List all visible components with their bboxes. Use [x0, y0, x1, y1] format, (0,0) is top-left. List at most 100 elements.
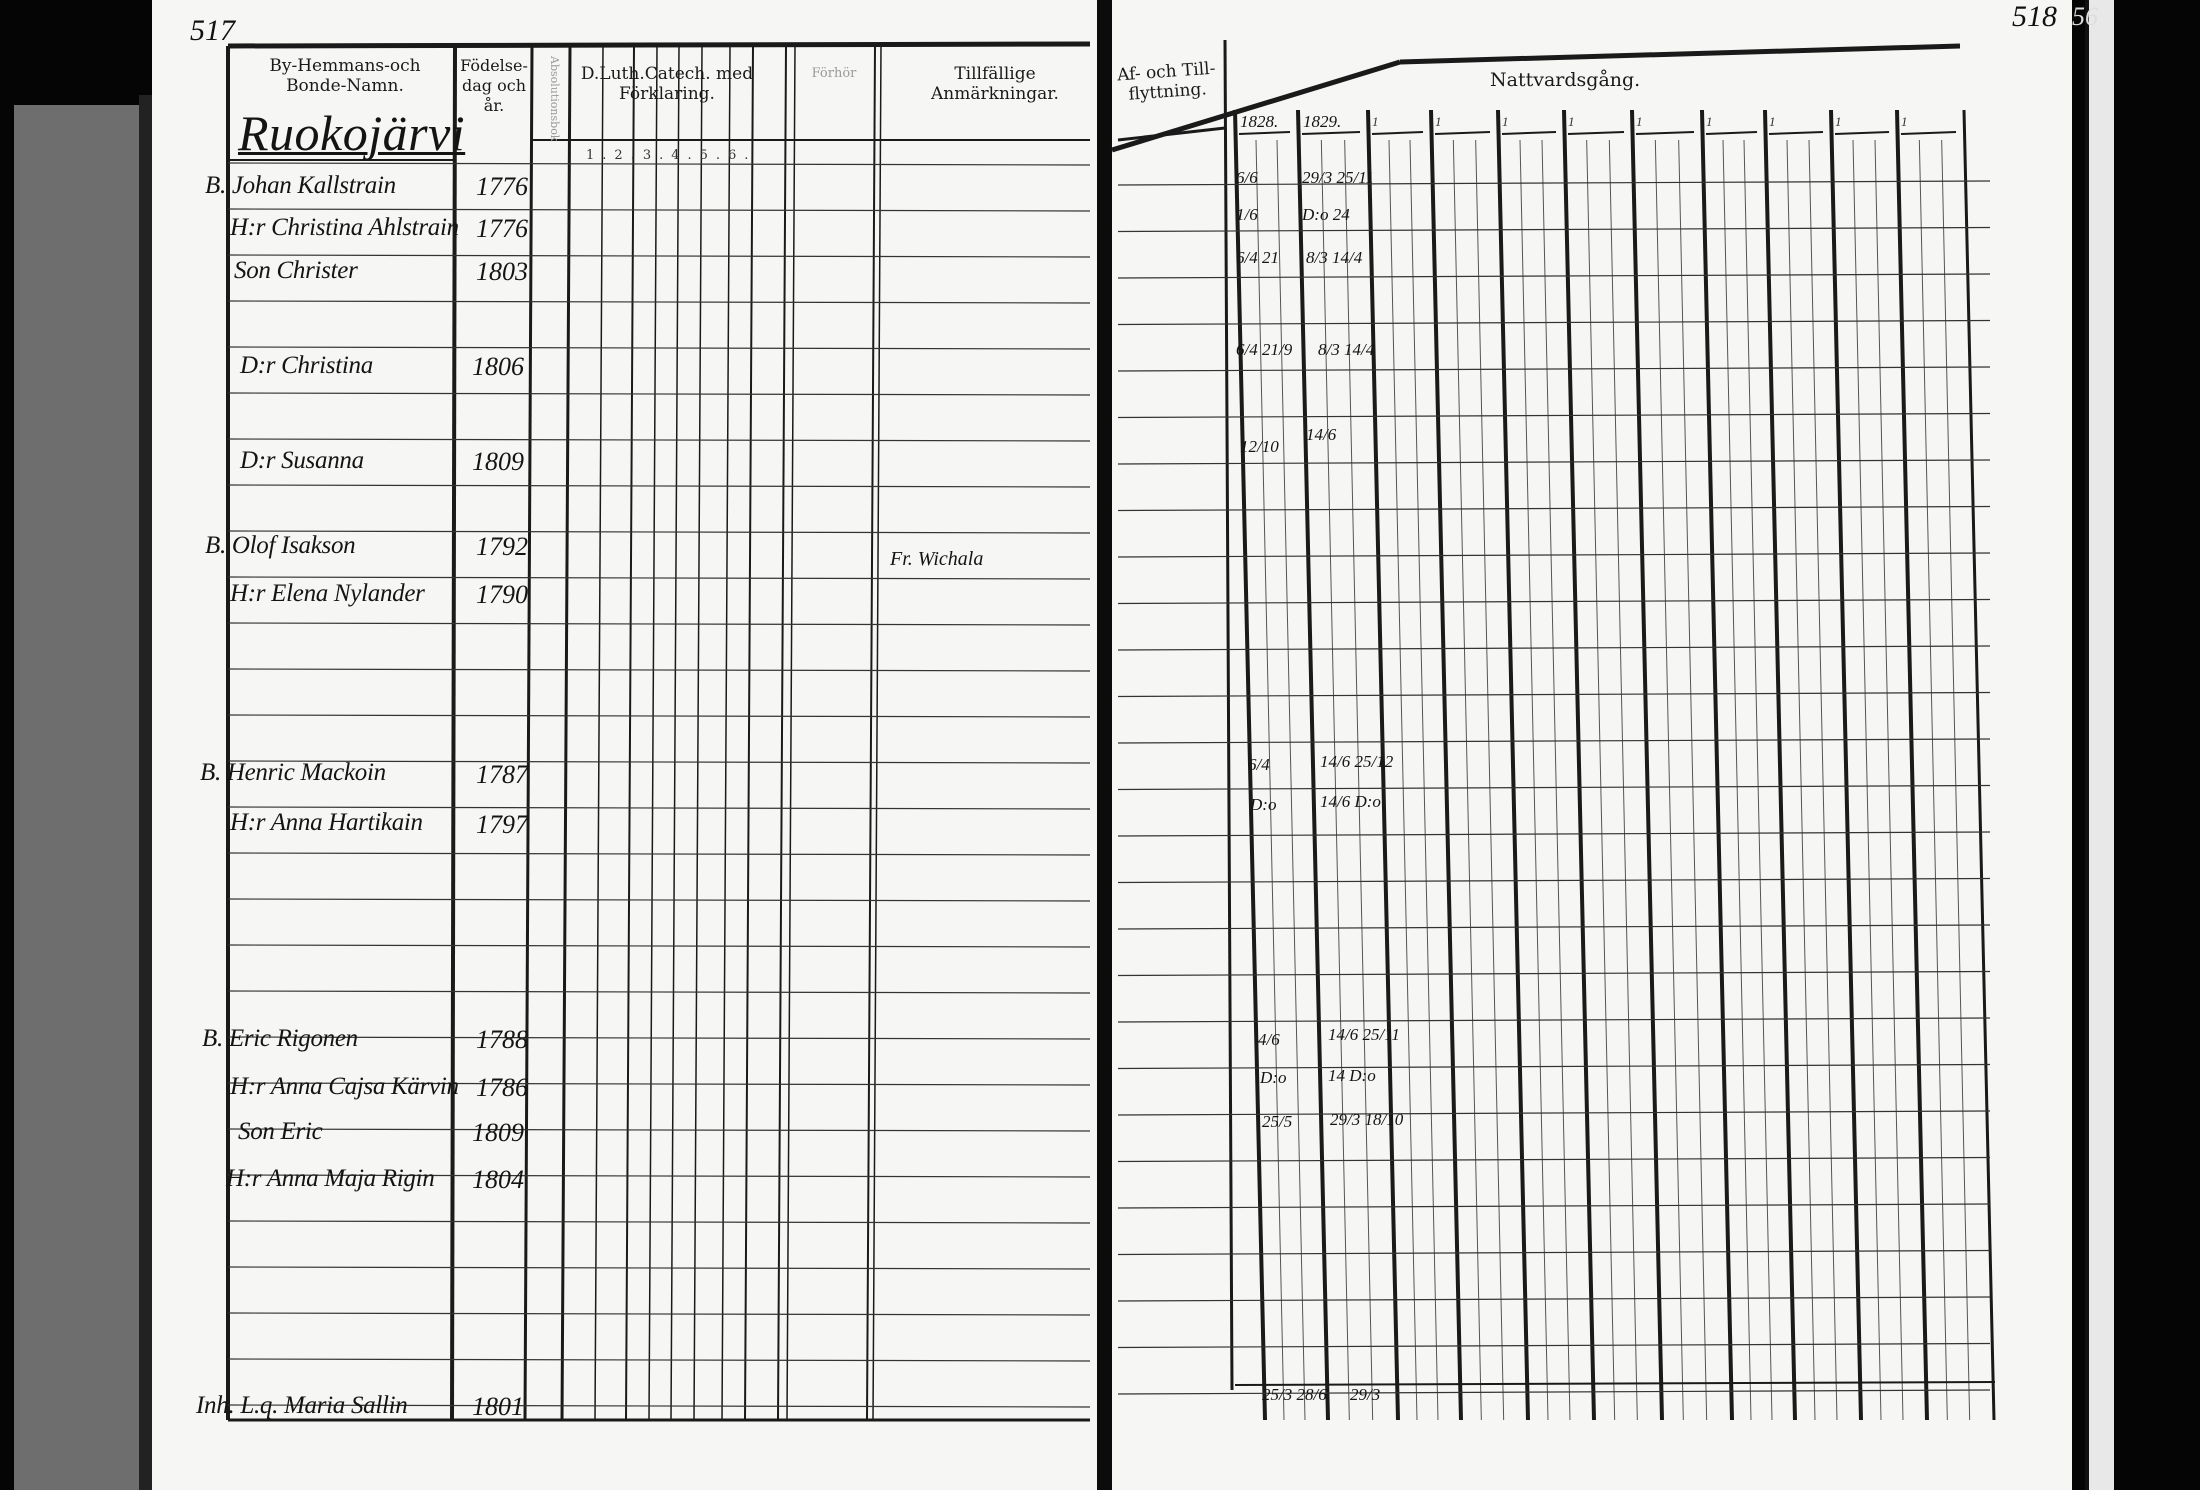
year-column-rule	[1233, 109, 1267, 1421]
row-rule	[227, 300, 1091, 304]
entry-birth: 1797	[476, 810, 528, 839]
communion-1829: 14/6 25/11	[1328, 1025, 1400, 1044]
column-rule	[693, 45, 703, 1421]
sub-column-rule	[1475, 139, 1505, 1421]
header-communion: Nattvardsgång.	[1490, 69, 1641, 91]
communion-1828: 6/6	[1236, 168, 1258, 187]
sub-column-rule	[1808, 139, 1838, 1421]
entry-name: D:r Susanna	[240, 447, 364, 474]
sub-column-rule	[1519, 139, 1549, 1421]
communion-1828: 4/6	[1258, 1030, 1280, 1049]
row-rule	[227, 1404, 1091, 1408]
grade: 5.	[699, 148, 729, 163]
row-rule	[227, 1174, 1091, 1178]
header-moves: Af- och Till-flyttning.	[1116, 58, 1217, 105]
year-column-rule	[1296, 109, 1330, 1421]
year-column-rule	[1962, 109, 1996, 1421]
row-rule	[227, 760, 1091, 764]
communion-1829: 8/3 14/4	[1318, 340, 1375, 359]
grade: 2.	[614, 148, 643, 163]
row-rule	[227, 1266, 1091, 1270]
entry-name: Olof Isakson	[231, 532, 356, 559]
entry-birth: 1786	[476, 1073, 528, 1102]
sub-column-rule	[1786, 139, 1816, 1421]
row-rule	[227, 530, 1091, 534]
entry-name: Son Christer	[234, 257, 358, 284]
table-bottom-rule	[1234, 1381, 1996, 1386]
row-rule	[1117, 505, 1991, 512]
row-rule	[227, 208, 1091, 212]
grade: 1.	[586, 148, 615, 163]
row-rule	[227, 852, 1091, 856]
row-rule	[1117, 273, 1991, 279]
communion-1829: 14/6 25/12	[1320, 752, 1394, 771]
year-header-rule	[1371, 131, 1424, 135]
grade: 6.	[728, 148, 757, 163]
entry-name: H:r Anna Cajsa Kärvin	[230, 1073, 459, 1100]
row-rule	[227, 254, 1091, 258]
row-rule	[1117, 459, 1991, 465]
year-header-rule	[1635, 131, 1695, 135]
sub-column-rule	[1344, 139, 1374, 1421]
row-rule	[1117, 180, 1991, 186]
communion-1829: D:o 24	[1302, 205, 1350, 224]
year-header: 1	[1901, 114, 1908, 129]
book-binding	[14, 105, 139, 1490]
row-rule	[1117, 598, 1991, 605]
row-rule	[1117, 645, 1991, 651]
entry-name: Eric Rigonen	[228, 1025, 358, 1052]
column-rule	[786, 45, 796, 1421]
year-header: 1	[1706, 114, 1713, 129]
entry-name: H:r Anna Hartikain	[230, 809, 423, 836]
entry-name: L.q. Maria Sallin	[240, 1392, 408, 1419]
column-rule	[648, 45, 658, 1421]
column-rule	[670, 45, 680, 1421]
page-number-left: 517	[190, 14, 235, 47]
entry-birth: 1806	[472, 352, 524, 381]
entry-row: B. Eric Rigonen	[202, 1025, 358, 1053]
year-header-rule	[1705, 131, 1758, 135]
sub-column-rule	[1541, 139, 1571, 1421]
grade: 4.	[671, 148, 700, 163]
year-header: 1	[1435, 114, 1442, 129]
row-rule	[227, 806, 1091, 810]
sub-column-rule	[1941, 139, 1971, 1421]
table-top-rule	[1399, 43, 1961, 65]
row-rule	[1117, 552, 1991, 558]
entry-remark: Fr. Wichala	[890, 548, 984, 570]
header-knowledge: Förhör	[811, 66, 857, 81]
catechism-grades: 1.2.3.4.5.6.	[586, 148, 756, 163]
sub-column-rule	[1654, 139, 1684, 1421]
row-rule	[1117, 1342, 1991, 1349]
entry-row: B. Johan Kallstrain	[205, 172, 396, 200]
communion-1829: 14/6	[1306, 425, 1337, 444]
header-absolution: Absolutionsbok	[548, 56, 561, 142]
row-rule	[227, 990, 1091, 994]
row-rule	[1117, 831, 1991, 837]
left-page	[152, 0, 1097, 1490]
year-column-rule	[1700, 109, 1734, 1421]
year-column-rule	[1496, 109, 1530, 1421]
year-header: 1	[1636, 114, 1643, 129]
entry-prefix: B.	[202, 1025, 223, 1052]
header-name: By-Hemmans-och Bonde-Namn.	[269, 56, 421, 96]
row-rule	[227, 898, 1091, 902]
communion-1828: 6/4 21	[1236, 248, 1279, 267]
header-rule	[1117, 126, 1226, 142]
entry-birth: 1776	[476, 172, 528, 201]
row-rule	[1117, 319, 1991, 326]
row-rule	[1117, 1249, 1991, 1256]
entry-name: Henric Mackoin	[226, 759, 386, 786]
column-rule	[450, 45, 457, 1421]
entry-birth: 1809	[472, 1118, 524, 1147]
row-rule	[1117, 691, 1991, 698]
row-rule	[1117, 226, 1991, 233]
row-rule	[227, 1220, 1091, 1224]
year-header-rule	[1434, 131, 1491, 135]
sub-column-rule	[1874, 139, 1904, 1421]
year-header-rule	[1238, 131, 1291, 135]
binding-edge	[139, 95, 153, 1490]
row-rule	[1117, 877, 1991, 884]
entry-birth: 1776	[476, 214, 528, 243]
